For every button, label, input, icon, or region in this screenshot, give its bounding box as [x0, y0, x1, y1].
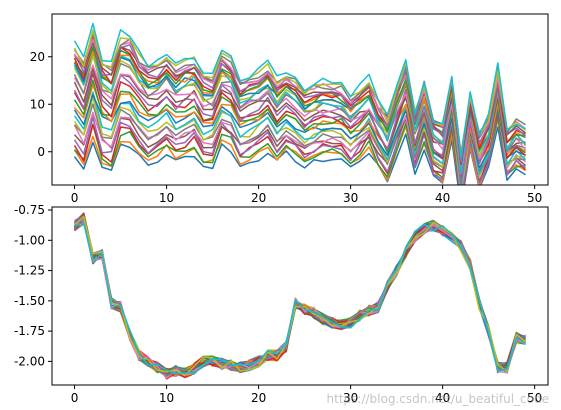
y-tick-label: 10 — [30, 97, 45, 111]
series-line-11 — [73, 212, 526, 377]
x-tick-label: 10 — [159, 191, 174, 205]
x-tick-label: 20 — [251, 391, 266, 405]
x-tick-label: 40 — [435, 191, 450, 205]
y-tick-label: -1.75 — [14, 324, 45, 338]
series-line-11 — [73, 93, 526, 180]
y-tick-label: 20 — [30, 50, 45, 64]
series-line-15 — [73, 212, 526, 376]
series-line-26 — [73, 212, 526, 374]
x-tick-label: 10 — [159, 391, 174, 405]
x-tick-label: 50 — [527, 191, 542, 205]
x-tick-label: 0 — [71, 391, 79, 405]
y-tick-label: -1.00 — [14, 233, 45, 247]
x-tick-label: 20 — [251, 191, 266, 205]
series-line-1 — [73, 126, 526, 185]
y-tick-label: -1.50 — [14, 294, 45, 308]
watermark: https://blog.csdn.net/u_beatiful_code — [326, 392, 549, 406]
series-line-13 — [73, 79, 526, 181]
x-tick-label: 0 — [71, 191, 79, 205]
top-subplot: 0 10 20 30 40 50 0 10 20 — [30, 13, 549, 205]
x-tick-label: 30 — [343, 191, 358, 205]
series-line-30 — [74, 222, 526, 375]
series-line-2 — [73, 119, 526, 185]
series-line-21 — [73, 49, 526, 159]
series-line-30 — [73, 22, 526, 158]
y-tick-label: -0.75 — [14, 203, 45, 217]
y-tick-label: -1.25 — [14, 264, 45, 278]
axes-frame — [51, 13, 549, 186]
x-tick-label: 50 — [527, 391, 542, 405]
axes-frame — [51, 206, 549, 386]
series-line-2 — [73, 212, 526, 377]
series-line-26 — [73, 42, 526, 156]
series-line-6 — [73, 112, 526, 185]
y-tick-label: -2.00 — [14, 354, 45, 368]
bottom-subplot: 0 10 20 30 40 50 -0.75 -1.00 -1.25 -1.50 -1.75 -2.0… — [14, 203, 549, 405]
x-tick-label: 40 — [435, 391, 450, 405]
x-tick-label: 30 — [343, 391, 358, 405]
series-line-13 — [73, 213, 526, 375]
y-tick-label: 0 — [37, 145, 45, 159]
series-line-14 — [73, 212, 526, 376]
series-lines — [73, 212, 526, 380]
series-lines — [73, 22, 527, 185]
